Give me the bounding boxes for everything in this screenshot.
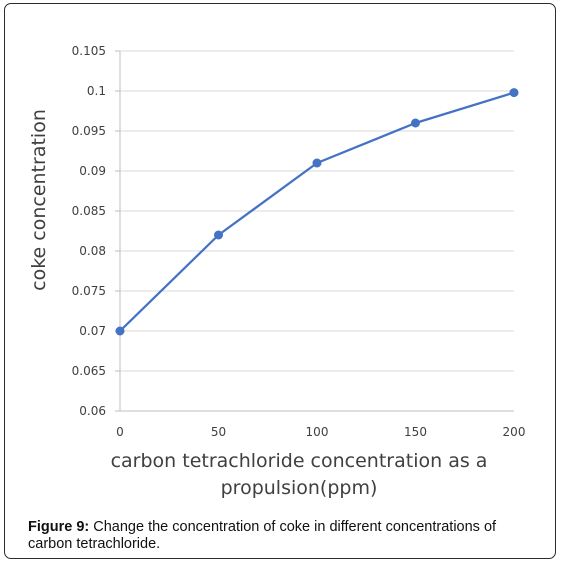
x-axis-title-line1: carbon tetrachloride concentration as a bbox=[111, 450, 488, 472]
data-point bbox=[411, 118, 420, 128]
y-tick-label: 0.085 bbox=[72, 204, 106, 218]
y-tick-labels: 0.060.0650.070.0750.080.0850.090.0950.10… bbox=[72, 44, 106, 418]
x-axis-title-line2: propulsion(ppm) bbox=[221, 477, 378, 499]
x-tick-label: 0 bbox=[116, 425, 124, 439]
data-point bbox=[214, 230, 223, 240]
y-tick-label: 0.08 bbox=[79, 244, 106, 258]
y-tick-label: 0.075 bbox=[72, 284, 106, 298]
y-tick-label: 0.09 bbox=[79, 164, 106, 178]
y-tick-label: 0.1 bbox=[87, 84, 106, 98]
gridlines bbox=[120, 50, 514, 372]
y-axis-title: coke concentration bbox=[28, 109, 50, 291]
series-line bbox=[119, 91, 515, 332]
figure-caption: Figure 9: Change the concentration of co… bbox=[28, 519, 538, 553]
line-chart: 0.060.0650.070.0750.080.0850.090.0950.10… bbox=[28, 44, 525, 499]
y-tick-label: 0.095 bbox=[72, 124, 106, 138]
x-tick-label: 200 bbox=[503, 425, 526, 439]
data-point bbox=[509, 88, 519, 98]
y-tick-label: 0.06 bbox=[79, 404, 106, 418]
caption-text: Change the concentration of coke in diff… bbox=[28, 519, 497, 552]
figure-frame bbox=[4, 3, 556, 559]
axes bbox=[115, 50, 514, 412]
series-group bbox=[115, 88, 519, 336]
y-tick-label: 0.07 bbox=[79, 324, 106, 338]
x-tick-label: 150 bbox=[404, 425, 427, 439]
y-tick-label: 0.065 bbox=[72, 364, 106, 378]
y-tick-label: 0.105 bbox=[72, 44, 106, 58]
caption-label: Figure 9: bbox=[28, 519, 90, 535]
x-tick-label: 100 bbox=[306, 425, 329, 439]
x-tick-label: 50 bbox=[211, 425, 226, 439]
x-tick-labels: 0 50 100 150 200 bbox=[116, 425, 525, 439]
data-point bbox=[115, 326, 125, 336]
data-point bbox=[312, 158, 322, 168]
